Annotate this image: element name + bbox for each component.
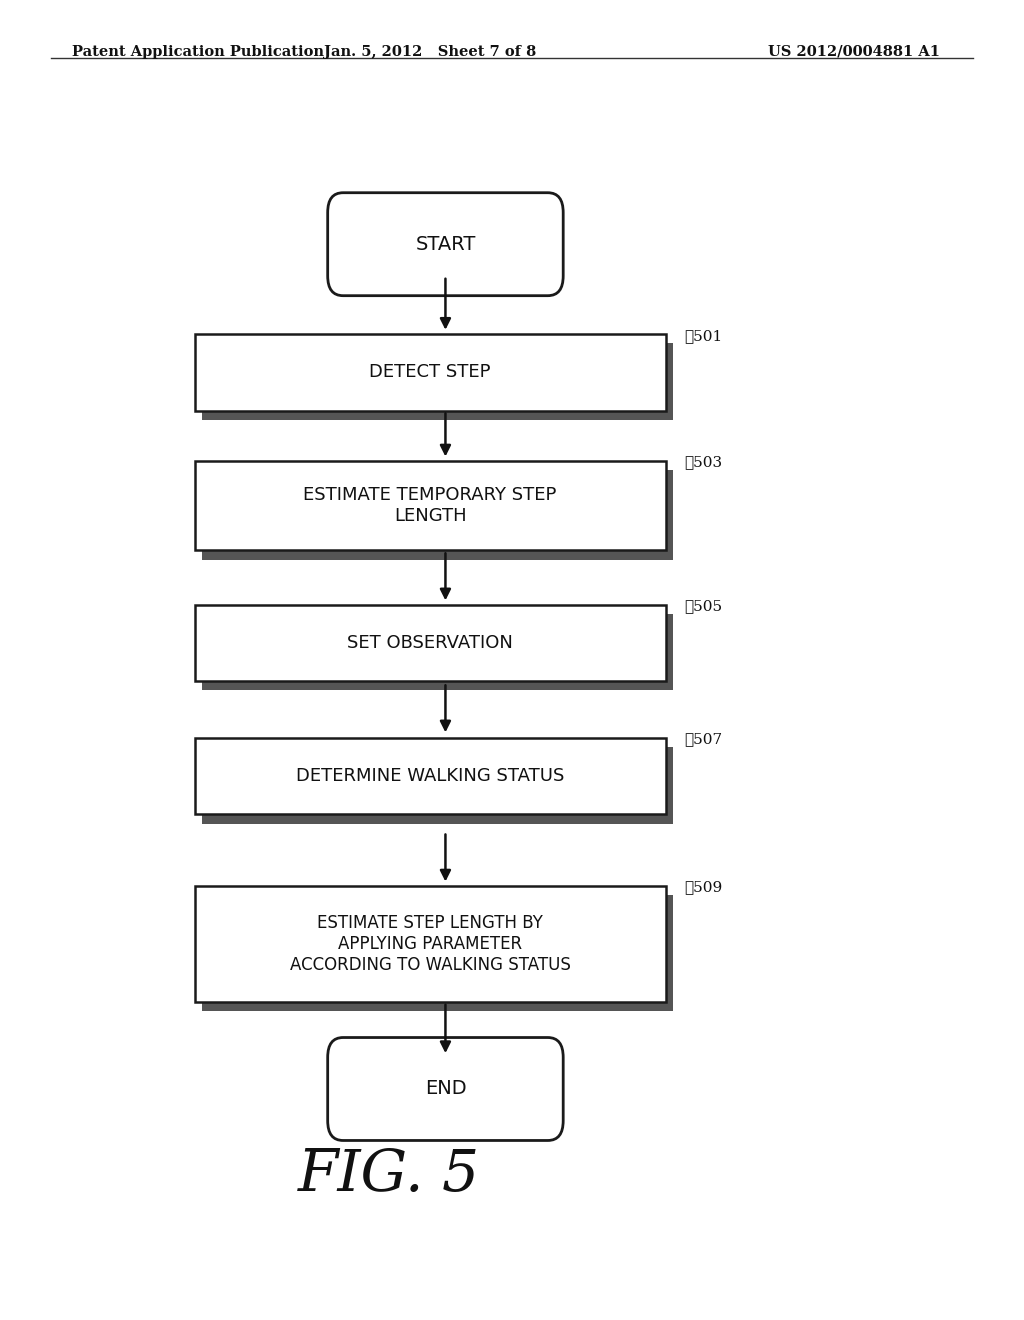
Bar [202, 895, 673, 1011]
Text: Jan. 5, 2012   Sheet 7 of 8: Jan. 5, 2012 Sheet 7 of 8 [324, 45, 537, 59]
Text: START: START [416, 235, 475, 253]
Bar [195, 334, 666, 411]
Text: SET OBSERVATION: SET OBSERVATION [347, 634, 513, 652]
Bar [202, 343, 673, 420]
Text: US 2012/0004881 A1: US 2012/0004881 A1 [768, 45, 940, 59]
FancyBboxPatch shape [328, 193, 563, 296]
Bar [202, 470, 673, 560]
Bar [195, 605, 666, 681]
FancyBboxPatch shape [328, 1038, 563, 1140]
Bar [202, 747, 673, 824]
Text: DETERMINE WALKING STATUS: DETERMINE WALKING STATUS [296, 767, 564, 785]
Text: END: END [425, 1080, 466, 1098]
Bar [202, 614, 673, 690]
Bar [195, 461, 666, 550]
Text: ESTIMATE STEP LENGTH BY
APPLYING PARAMETER
ACCORDING TO WALKING STATUS: ESTIMATE STEP LENGTH BY APPLYING PARAMET… [290, 913, 570, 974]
Text: ⌞507: ⌞507 [684, 733, 722, 747]
Text: ⌞509: ⌞509 [684, 880, 722, 895]
Text: ESTIMATE TEMPORARY STEP
LENGTH: ESTIMATE TEMPORARY STEP LENGTH [303, 486, 557, 525]
Bar [195, 738, 666, 814]
Text: ⌞503: ⌞503 [684, 455, 722, 470]
Text: FIG. 5: FIG. 5 [298, 1147, 480, 1204]
Bar [195, 886, 666, 1002]
Text: DETECT STEP: DETECT STEP [370, 363, 490, 381]
Text: Patent Application Publication: Patent Application Publication [72, 45, 324, 59]
Text: ⌞505: ⌞505 [684, 599, 722, 614]
Text: ⌞501: ⌞501 [684, 329, 722, 343]
